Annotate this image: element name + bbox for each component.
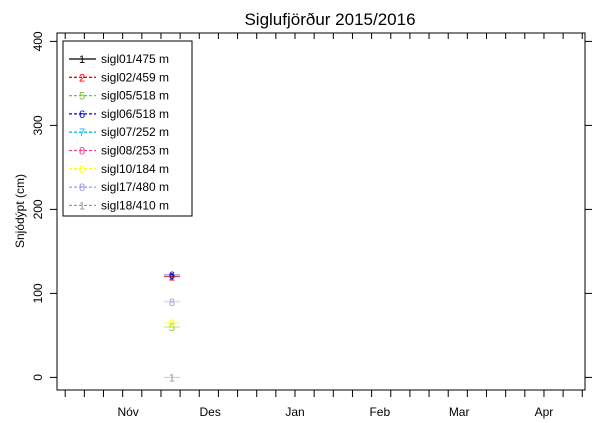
legend-marker: 0 [79, 164, 85, 176]
legend-label: sigl05/518 m [101, 89, 169, 103]
legend-label: sigl10/184 m [101, 162, 169, 176]
legend-marker: 7 [79, 127, 85, 139]
legend-marker: 1 [79, 54, 85, 66]
y-tick-label: 100 [31, 283, 45, 303]
legend-marker: 2 [79, 72, 85, 84]
legend-label: sigl02/459 m [101, 70, 169, 84]
y-tick-label: 0 [31, 374, 45, 381]
legend-label: sigl06/518 m [101, 107, 169, 121]
legend-label: sigl07/252 m [101, 125, 169, 139]
legend-marker: 6 [79, 109, 85, 121]
y-tick-label: 300 [31, 115, 45, 135]
legend-label: sigl01/475 m [101, 52, 169, 66]
data-point-marker: 6 [169, 270, 175, 282]
x-tick-label: Nóv [117, 405, 138, 419]
y-axis-label: Snjódýpt (cm) [13, 174, 27, 248]
legend: 1 sigl01/475 m 2 sigl02/459 m 5 sigl05/518 m 6… [63, 41, 192, 216]
y-tick-label: 400 [31, 31, 45, 51]
chart-title: Siglufjörður 2015/2016 [244, 10, 415, 29]
legend-marker: 8 [79, 146, 85, 158]
x-tick-label: Jan [285, 405, 304, 419]
data-point-marker: 8 [169, 297, 175, 309]
y-tick-label: 200 [31, 199, 45, 219]
x-tick-label: Feb [369, 405, 390, 419]
legend-label: sigl08/253 m [101, 144, 169, 158]
legend-label: sigl18/410 m [101, 198, 169, 212]
legend-marker: 1 [79, 200, 85, 212]
x-tick-label: Apr [535, 405, 554, 419]
data-point-marker: 0 [169, 318, 175, 330]
data-point-marker: 1 [169, 372, 175, 384]
legend-marker: 8 [79, 182, 85, 194]
x-tick-label: Des [200, 405, 221, 419]
x-tick-label: Mar [449, 405, 470, 419]
legend-marker: 5 [79, 91, 85, 103]
legend-label: sigl17/480 m [101, 180, 169, 194]
